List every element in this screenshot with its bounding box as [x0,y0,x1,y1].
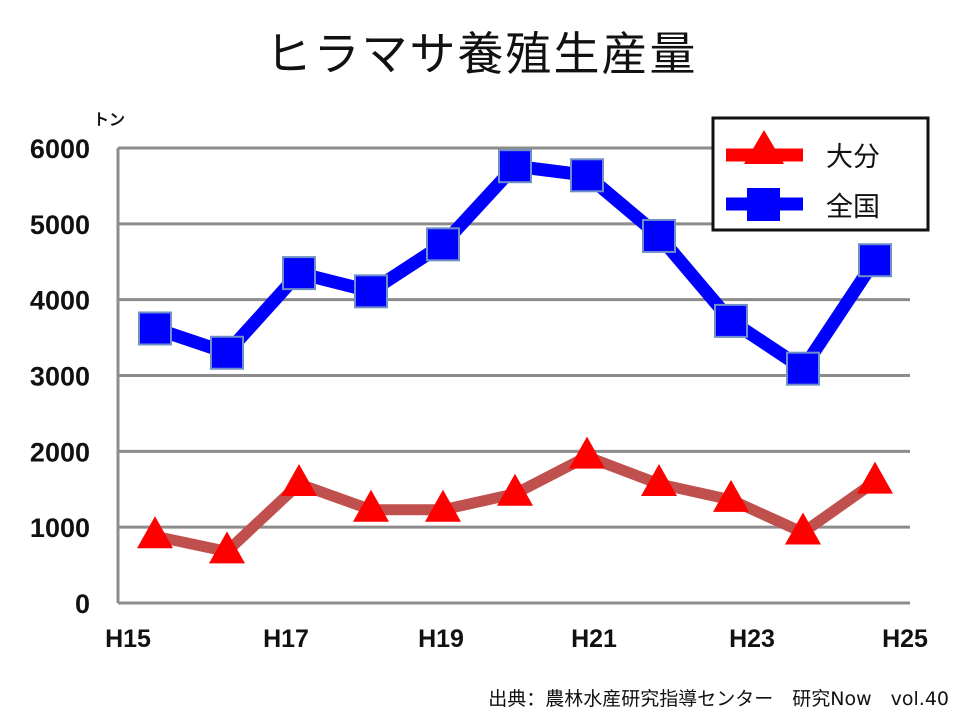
data-point-triangle [857,461,893,494]
data-point-triangle [425,489,461,522]
legend-square-icon [747,188,780,221]
data-point-triangle [497,473,533,506]
data-point-square [426,227,460,262]
data-point-triangle [569,436,605,469]
y-tick-label: 1000 [30,513,90,543]
x-tick-label: H17 [263,625,309,653]
legend-triangle-icon [744,130,784,164]
data-point-triangle [641,463,677,496]
y-tick-label: 2000 [30,437,90,467]
x-tick-labels: H15 H17 H19 H21 H23 H25 [105,625,928,653]
data-point-square [642,218,676,253]
x-tick-label: H15 [105,625,151,653]
y-tick-label: 5000 [30,210,90,240]
data-point-square [282,256,316,291]
y-tick-label: 3000 [30,362,90,392]
source-citation: 出典：農林水産研究指導センター 研究Now vol.40 [488,688,949,710]
page-title: ヒラマサ養殖生産量 [265,27,698,81]
x-tick-label: H23 [729,625,775,653]
y-tick-label: 4000 [30,286,90,316]
y-axis-unit-label: トン [93,110,125,129]
data-point-square [354,274,388,309]
data-point-triangle [353,489,389,522]
series-group [137,149,893,564]
data-point-square [498,149,532,184]
data-point-triangle [281,463,317,496]
y-tick-labels: 0 1000 2000 3000 4000 5000 6000 [30,134,90,619]
data-point-triangle [137,516,173,549]
legend: 大分 全国 [711,116,930,232]
data-point-square [138,311,172,346]
legend-label-oita: 大分 [826,142,880,173]
legend-label-national: 全国 [826,192,880,223]
data-point-triangle [713,479,749,512]
legend-box [711,116,930,232]
x-tick-label: H21 [571,625,617,653]
y-tick-label: 0 [75,589,90,619]
data-point-square [786,351,820,386]
data-point-square [858,243,892,278]
y-tick-label: 6000 [30,134,90,164]
data-point-triangle [785,512,821,545]
x-tick-label: H19 [418,625,464,653]
x-tick-label: H25 [882,625,928,653]
data-point-square [210,335,244,370]
data-point-square [570,158,604,193]
data-point-square [714,303,748,338]
data-point-triangle [209,531,245,564]
